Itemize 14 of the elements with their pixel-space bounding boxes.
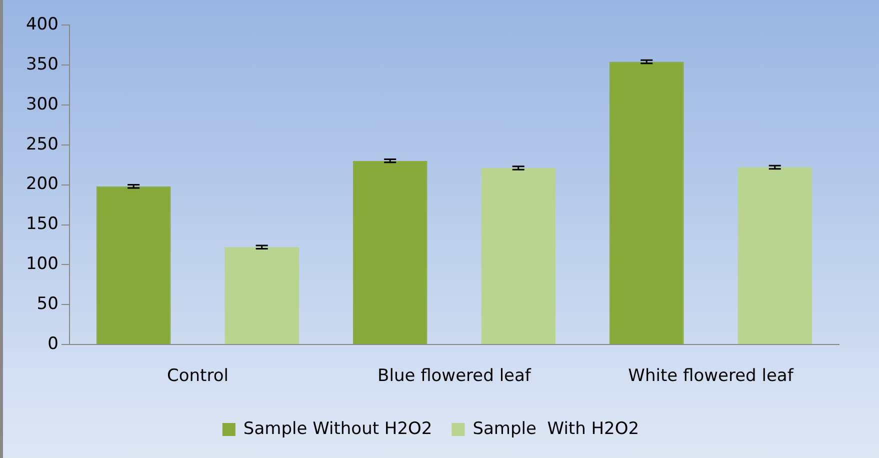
y-tick-label: 100 — [26, 254, 58, 274]
y-tick-label: 50 — [36, 294, 58, 314]
x-tick-label: White flowered leaf — [628, 366, 794, 386]
y-tick-label: 400 — [26, 14, 58, 34]
x-tick-label: Blue flowered leaf — [378, 366, 532, 386]
y-tick-label: 300 — [26, 94, 58, 114]
y-tick-label: 350 — [26, 54, 58, 74]
y-tick-label: 150 — [26, 214, 58, 234]
legend-label: Sample Without H2O2 — [243, 418, 432, 439]
legend-label: Sample With H2O2 — [472, 418, 640, 439]
y-tick-label: 0 — [48, 334, 58, 354]
y-tick-label: 250 — [26, 134, 58, 154]
y-tick-label: 200 — [26, 174, 58, 194]
x-tick-label: Control — [166, 366, 228, 386]
